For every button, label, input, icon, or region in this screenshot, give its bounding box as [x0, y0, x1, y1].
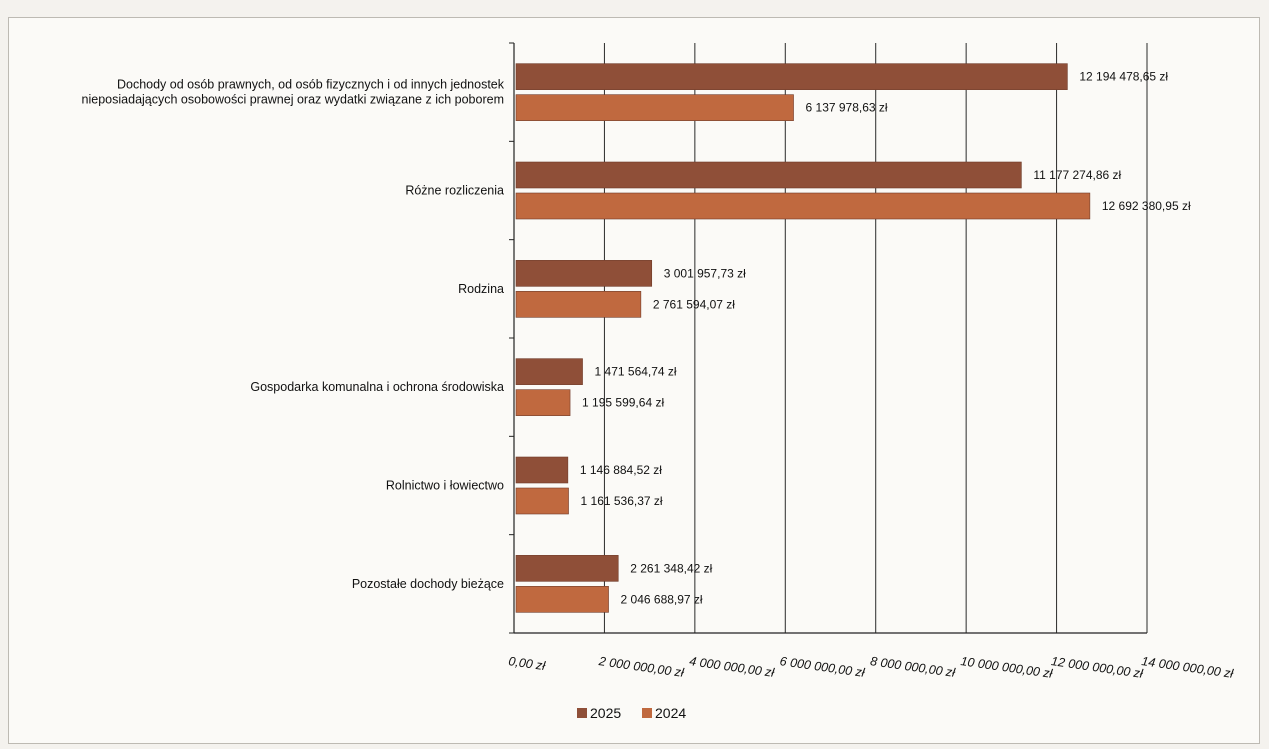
- bar-2025: [515, 161, 1022, 189]
- x-tick-label: 0,00 zł: [508, 654, 548, 673]
- bar-2024: [515, 389, 571, 416]
- bar-2025: [515, 555, 619, 582]
- category-label: nieposiadających osobowości prawnej oraz…: [82, 93, 504, 107]
- data-label-2025: 12 194 478,65 zł: [1079, 70, 1168, 84]
- bar-2025: [515, 358, 583, 385]
- category-label: Pozostałe dochody bieżące: [352, 577, 504, 591]
- bar-2024: [515, 94, 794, 121]
- x-tick-label: 4 000 000,00 zł: [688, 654, 776, 680]
- x-tick-label: 12 000 000,00 zł: [1050, 654, 1145, 681]
- data-label-2024: 2 761 594,07 zł: [653, 297, 735, 311]
- x-tick-label: 10 000 000,00 zł: [960, 654, 1055, 681]
- bar-2025: [515, 260, 653, 287]
- data-label-2024: 1 161 536,37 zł: [581, 494, 663, 508]
- data-label-2024: 6 137 978,63 zł: [806, 101, 888, 115]
- x-tick-label: 6 000 000,00 zł: [779, 654, 867, 680]
- bar-2024: [515, 487, 569, 515]
- legend-label-2024: 2024: [655, 705, 686, 721]
- x-tick-label: 8 000 000,00 zł: [869, 654, 957, 680]
- data-label-2025: 3 001 957,73 zł: [664, 266, 746, 280]
- legend-label-2025: 2025: [590, 705, 621, 721]
- data-label-2025: 1 471 564,74 zł: [595, 365, 677, 379]
- bar-chart: 0,00 zł 2 000 000,00 zł 4 000 000,00 zł 6 0…: [82, 42, 1236, 721]
- chart-frame: 0,00 zł 2 000 000,00 zł 4 000 000,00 zł 6 0…: [8, 17, 1260, 744]
- data-label-2024: 1 195 599,64 zł: [582, 396, 664, 410]
- data-label-2024: 2 046 688,97 zł: [621, 592, 703, 606]
- category-label: Różne rozliczenia: [405, 184, 504, 198]
- bar-2025: [515, 456, 569, 484]
- bar-2025: [515, 63, 1068, 90]
- bar-2024: [515, 586, 609, 613]
- data-label-2024: 12 692 380,95 zł: [1102, 199, 1191, 213]
- category-label: Rolnictwo i łowiectwo: [386, 479, 504, 493]
- data-label-2025: 2 261 348,42 zł: [630, 561, 712, 575]
- legend-swatch-2024: [642, 708, 652, 718]
- x-tick-label: 14 000 000,00 zł: [1141, 654, 1236, 681]
- bar-2024: [515, 291, 642, 318]
- category-label: Dochody od osób prawnych, od osób fizycz…: [117, 78, 505, 92]
- data-label-2025: 1 146 884,52 zł: [580, 463, 662, 477]
- legend-swatch-2025: [577, 708, 587, 718]
- bar-2024: [515, 192, 1091, 220]
- x-tick-label: 2 000 000,00 zł: [597, 654, 686, 680]
- category-label: Gospodarka komunalna i ochrona środowisk…: [250, 380, 504, 394]
- data-label-2025: 11 177 274,86 zł: [1033, 168, 1121, 182]
- category-label: Rodzina: [458, 282, 504, 296]
